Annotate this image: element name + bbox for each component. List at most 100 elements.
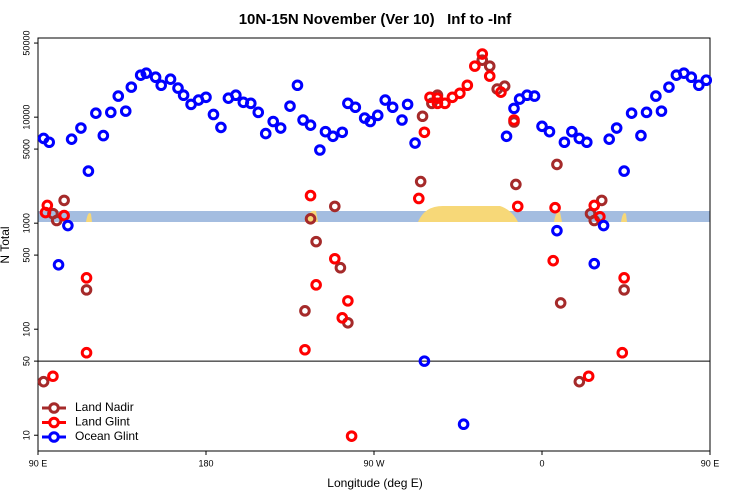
- x-tick-label: 90 E: [701, 458, 720, 468]
- point: [409, 137, 421, 149]
- point: [230, 89, 242, 102]
- band-highlight: [621, 213, 627, 222]
- point: [364, 115, 377, 128]
- point: [334, 261, 347, 274]
- legend-marker: [48, 402, 60, 414]
- point: [558, 136, 571, 149]
- point: [245, 97, 257, 110]
- point: [304, 189, 317, 202]
- point: [314, 144, 326, 156]
- point: [483, 60, 496, 72]
- point: [58, 209, 70, 222]
- point: [259, 127, 272, 140]
- point: [274, 122, 287, 134]
- point: [310, 279, 322, 291]
- point: [80, 272, 93, 284]
- point: [685, 71, 698, 84]
- point: [291, 79, 304, 92]
- point: [625, 107, 638, 119]
- point: [75, 122, 87, 134]
- point: [267, 115, 280, 128]
- y-axis-label: N Total: [0, 226, 12, 263]
- point: [566, 125, 578, 138]
- point: [177, 89, 190, 102]
- point: [39, 206, 52, 219]
- point: [304, 212, 317, 225]
- point: [327, 130, 339, 143]
- point: [172, 82, 184, 94]
- point: [47, 370, 59, 383]
- point: [510, 178, 522, 191]
- point: [418, 355, 431, 367]
- point: [329, 200, 341, 213]
- point: [693, 79, 705, 92]
- point: [476, 54, 489, 66]
- band-highlight: [86, 213, 92, 222]
- legend-marker: [48, 431, 60, 443]
- point: [82, 165, 95, 177]
- point: [700, 74, 713, 87]
- point: [476, 48, 489, 60]
- y-tick-label: 50000: [21, 31, 31, 56]
- point: [610, 122, 623, 134]
- point: [603, 133, 616, 145]
- legend-text: Ocean Glint: [75, 429, 139, 443]
- point: [554, 297, 567, 309]
- point: [215, 121, 227, 134]
- point: [551, 158, 563, 171]
- point: [547, 254, 560, 267]
- chart-title: 10N-15N November (Ver 10) Inf to -Inf: [239, 11, 513, 28]
- x-tick-label: 0: [539, 458, 544, 468]
- point: [549, 201, 561, 214]
- y-tick-label: 1000: [21, 213, 31, 233]
- point: [439, 97, 451, 110]
- point: [635, 129, 647, 142]
- point: [50, 214, 63, 227]
- point: [495, 86, 507, 98]
- point: [379, 94, 392, 106]
- point: [386, 101, 399, 114]
- point: [329, 252, 341, 265]
- point: [336, 126, 349, 139]
- point: [616, 346, 629, 359]
- point: [595, 194, 608, 207]
- point: [454, 87, 466, 100]
- point: [500, 130, 513, 143]
- point: [457, 418, 470, 431]
- point: [582, 370, 595, 383]
- point: [284, 100, 296, 112]
- y-tick-label: 5000: [21, 139, 31, 159]
- x-tick-label: 90 E: [29, 458, 48, 468]
- point: [299, 343, 311, 356]
- point: [573, 375, 586, 388]
- point: [469, 60, 481, 72]
- point: [134, 69, 147, 81]
- point: [65, 133, 78, 145]
- point: [112, 90, 125, 102]
- point: [618, 165, 630, 177]
- point: [119, 105, 132, 117]
- point: [618, 272, 630, 284]
- point: [125, 81, 138, 93]
- point: [414, 175, 427, 188]
- y-tick-label: 10: [21, 430, 31, 440]
- point: [342, 295, 354, 307]
- point: [105, 106, 117, 119]
- point: [431, 92, 444, 104]
- band-highlight: [418, 205, 518, 222]
- point: [62, 219, 74, 232]
- point: [310, 235, 322, 248]
- x-tick-label: 90 W: [363, 458, 385, 468]
- point: [511, 200, 524, 213]
- y-tick-label: 10000: [21, 105, 31, 130]
- point: [371, 109, 384, 122]
- legend-marker: [48, 416, 60, 429]
- region-band: [38, 205, 710, 222]
- point: [597, 219, 610, 232]
- point: [588, 257, 601, 270]
- point: [588, 199, 601, 212]
- point: [461, 79, 474, 92]
- x-tick-label: 180: [198, 458, 213, 468]
- point: [663, 81, 675, 93]
- point: [483, 70, 496, 82]
